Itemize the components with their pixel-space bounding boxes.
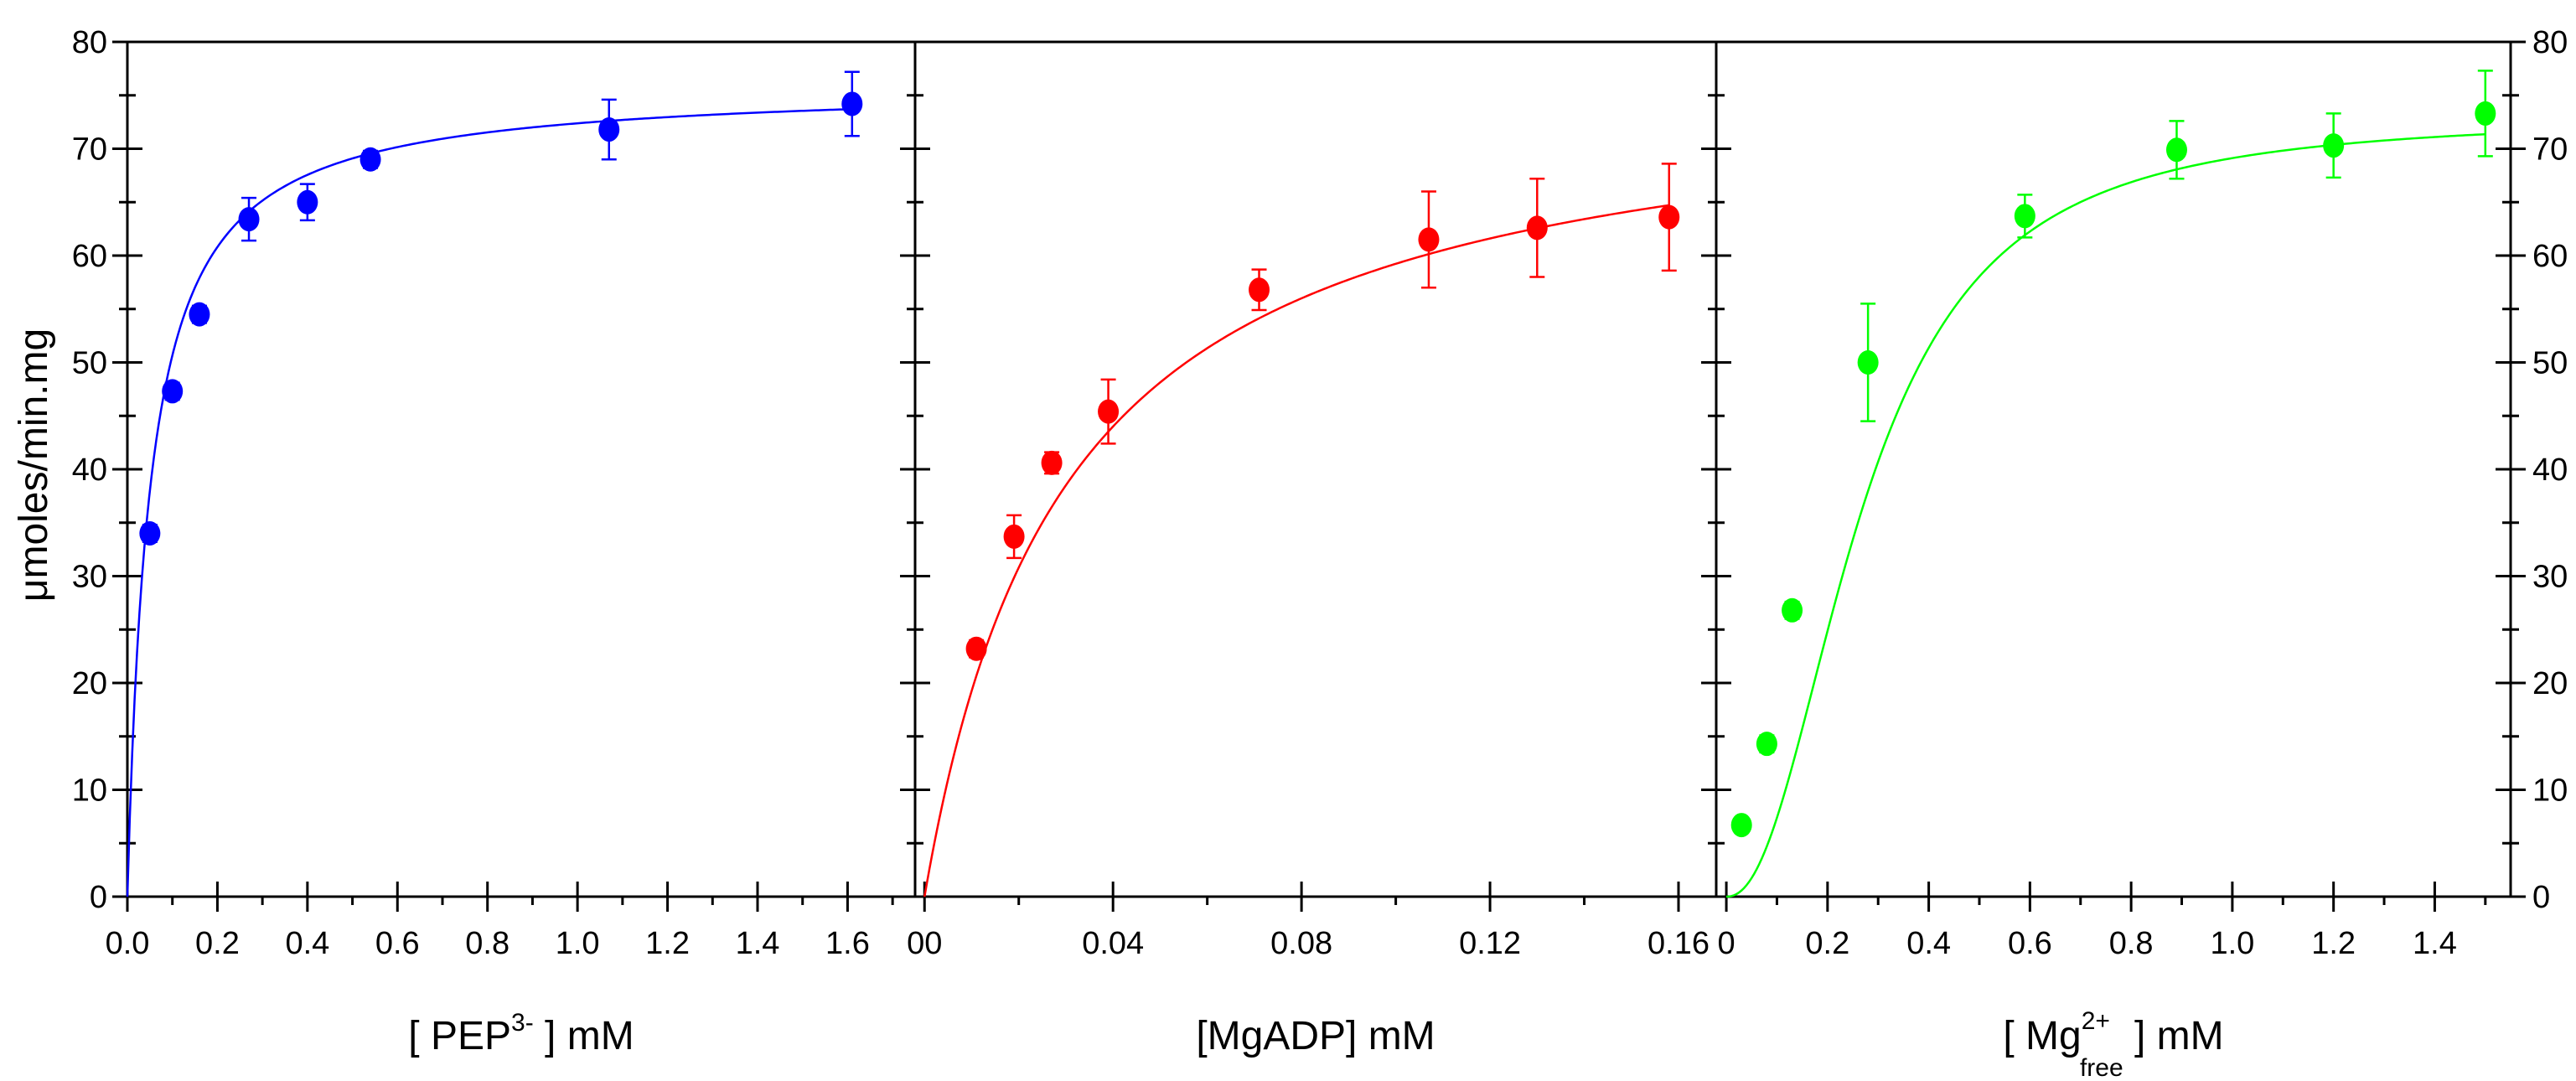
x-tick-label: 1.2 bbox=[645, 926, 690, 961]
data-point bbox=[2014, 204, 2035, 229]
panel-frame-mgadp bbox=[913, 40, 1718, 898]
x-tick-label: 1.4 bbox=[736, 926, 780, 961]
y-tick-label: 70 bbox=[72, 132, 107, 168]
fit-curve-mgfree bbox=[1726, 132, 2485, 898]
x-axis-label: [ PEP3- ] mM bbox=[408, 1009, 634, 1058]
x-axis-label-part: ] mM bbox=[534, 1014, 634, 1058]
x-tick-label: 0.4 bbox=[285, 926, 329, 961]
chart-marks: 0 10 20 30 40 50 60 70 80 0.0 0.2 0.4 0.6 0.8 1.0 1.2 1.… bbox=[72, 25, 2568, 1081]
y-tick-label: 40 bbox=[72, 453, 107, 488]
x-tick-label: 0.6 bbox=[2008, 926, 2052, 961]
data-point bbox=[297, 189, 318, 215]
y-right-tick-label: 50 bbox=[2532, 346, 2568, 381]
x-tick-label: 1.4 bbox=[2413, 926, 2457, 961]
panel-mgadp: 00 0.04 0.08 0.12 0.16 [MgADP] mM bbox=[900, 40, 1710, 1058]
x-tick-label: 0.0 bbox=[106, 926, 150, 961]
panel-pep: 0 10 20 30 40 50 60 70 80 0.0 0.2 0.4 0.6 0.8 1.0 1.2 1.… bbox=[72, 25, 894, 1058]
fit-curve-pep bbox=[126, 107, 852, 897]
data-point bbox=[1249, 277, 1270, 303]
y-right-tick-label: 20 bbox=[2532, 666, 2568, 701]
y-tick-label: 20 bbox=[72, 666, 107, 701]
data-point bbox=[139, 521, 161, 546]
x-tick-label: 1.2 bbox=[2311, 926, 2356, 961]
data-point bbox=[1730, 813, 1752, 838]
x-tick-label: 0.6 bbox=[375, 926, 420, 961]
x-tick-label: 0.08 bbox=[1270, 926, 1332, 961]
data-point bbox=[1003, 524, 1025, 549]
y-right-tick-label: 70 bbox=[2532, 132, 2568, 168]
y-tick-label: 0 bbox=[90, 880, 107, 915]
y-tick-label: 10 bbox=[72, 773, 107, 809]
data-point bbox=[2323, 133, 2345, 158]
x-axis-label-sup: 2+ bbox=[2082, 1007, 2110, 1035]
data-point bbox=[1418, 227, 1440, 252]
panel-frames bbox=[126, 40, 2512, 898]
data-point bbox=[2165, 137, 2187, 163]
panel-frame-mgfree bbox=[1715, 40, 2512, 898]
y-right-tick-label: 10 bbox=[2532, 773, 2568, 809]
data-point bbox=[1041, 450, 1063, 475]
x-axis-label-part: ] mM bbox=[2123, 1014, 2224, 1058]
x-tick-label: 1.0 bbox=[2210, 926, 2254, 961]
y-right-tick-label: 30 bbox=[2532, 560, 2568, 595]
data-point bbox=[238, 207, 260, 232]
data-point bbox=[1658, 204, 1680, 230]
x-axis-label-sub: free bbox=[2080, 1054, 2123, 1081]
y-tick-label: 30 bbox=[72, 560, 107, 595]
y-right-tick-label: 80 bbox=[2532, 25, 2568, 60]
x-tick-label: 0.4 bbox=[1906, 926, 1951, 961]
y-right-tick-label: 40 bbox=[2532, 453, 2568, 488]
x-axis-label-sup: 3- bbox=[511, 1009, 534, 1037]
x-tick-label: 0 bbox=[1718, 926, 1735, 961]
x-tick-label: 0.16 bbox=[1648, 926, 1710, 961]
x-tick-label: 1.6 bbox=[825, 926, 870, 961]
x-axis-label-part: [ PEP bbox=[408, 1014, 511, 1058]
x-axis-label: [ Mg2+ free ] mM bbox=[2003, 1007, 2223, 1081]
x-tick-label: 0.8 bbox=[465, 926, 510, 961]
data-point bbox=[1526, 215, 1548, 241]
data-point bbox=[1857, 350, 1879, 375]
y-tick-label: 50 bbox=[72, 346, 107, 381]
x-tick-label: 0.04 bbox=[1082, 926, 1144, 961]
x-tick-label: 0.2 bbox=[195, 926, 240, 961]
panel-frame-pep bbox=[126, 40, 917, 898]
y-right-tick-label: 0 bbox=[2532, 880, 2550, 915]
data-point bbox=[1782, 597, 1803, 623]
data-point bbox=[598, 117, 620, 142]
data-point bbox=[965, 636, 987, 661]
x-tick-label: 00 bbox=[907, 926, 942, 961]
data-point bbox=[1756, 732, 1777, 757]
y-tick-label: 60 bbox=[72, 239, 107, 274]
x-tick-label: 1.0 bbox=[556, 926, 600, 961]
data-point bbox=[360, 147, 381, 172]
data-point bbox=[841, 91, 863, 116]
y-right-tick-label: 60 bbox=[2532, 239, 2568, 274]
data-point bbox=[1098, 399, 1120, 424]
x-tick-label: 0.8 bbox=[2109, 926, 2154, 961]
panel-mgfree: 0 10 20 30 40 50 60 70 80 0 0.2 0.4 0.6 0.8 1.0 1.2 1.4 [… bbox=[1701, 25, 2568, 1081]
x-axis-label-part: [ Mg bbox=[2003, 1014, 2081, 1058]
y-axis-label: μmoles/min.mg bbox=[12, 328, 56, 602]
x-axis-label: [MgADP] mM bbox=[1196, 1014, 1435, 1058]
data-point bbox=[2475, 101, 2496, 126]
y-tick-label: 80 bbox=[72, 25, 107, 60]
x-tick-label: 0.12 bbox=[1459, 926, 1521, 961]
data-point bbox=[189, 302, 210, 327]
x-tick-label: 0.2 bbox=[1805, 926, 1849, 961]
data-point bbox=[162, 379, 184, 404]
fit-curve-mgadp bbox=[923, 204, 1669, 897]
